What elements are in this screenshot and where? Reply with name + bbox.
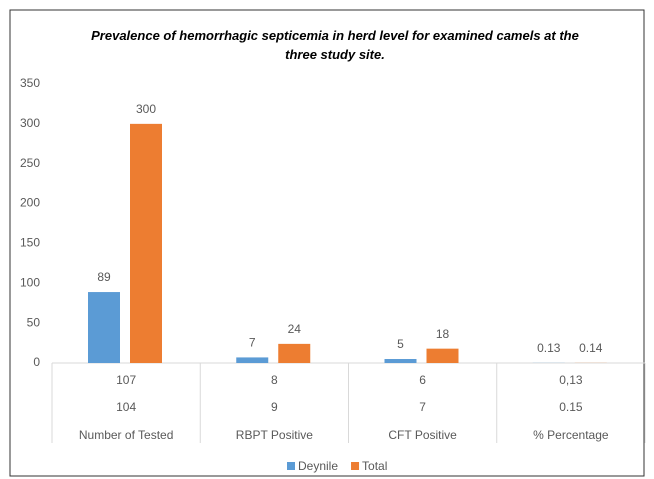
data-label: 0.13 <box>537 341 561 355</box>
data-label: 5 <box>397 337 404 351</box>
table-cell: 9 <box>271 400 278 414</box>
y-tick-label: 150 <box>20 236 40 250</box>
bar <box>278 343 311 363</box>
x-tick-label: Number of Tested <box>79 428 174 442</box>
y-tick-label: 200 <box>20 196 40 210</box>
table-cell: 0,13 <box>559 373 583 387</box>
chart-title: Prevalence of hemorrhagic septicemia in … <box>91 28 579 62</box>
table-cell: 6 <box>419 373 426 387</box>
y-tick-label: 350 <box>20 76 40 90</box>
bar <box>88 292 120 363</box>
table-cell: 8 <box>271 373 278 387</box>
data-label: 0.14 <box>579 341 603 355</box>
bar <box>384 359 417 363</box>
y-tick-label: 0 <box>33 355 40 369</box>
data-label: 300 <box>136 102 156 116</box>
legend-label: Deynile <box>298 459 338 473</box>
table-cell: 104 <box>116 400 136 414</box>
x-tick-label: CFT Positive <box>388 428 457 442</box>
table-cell: 107 <box>116 373 136 387</box>
legend-swatch <box>351 462 360 470</box>
legend-swatch <box>287 462 295 470</box>
data-label: 18 <box>436 327 450 341</box>
bar <box>236 357 269 363</box>
table-cell: 0.15 <box>559 400 583 414</box>
legend-label: Total <box>362 459 387 473</box>
bar <box>130 123 162 363</box>
data-label: 7 <box>249 336 256 350</box>
y-tick-label: 50 <box>27 315 41 329</box>
y-tick-label: 300 <box>20 116 40 130</box>
data-label: 89 <box>97 270 111 284</box>
y-tick-label: 100 <box>20 275 40 289</box>
table-cell: 7 <box>419 400 426 414</box>
frame <box>9 9 645 477</box>
x-tick-label: % Percentage <box>533 428 609 442</box>
bar <box>426 348 459 363</box>
y-tick-label: 250 <box>20 156 40 170</box>
x-tick-label: RBPT Positive <box>236 428 313 442</box>
data-label: 24 <box>288 322 302 336</box>
